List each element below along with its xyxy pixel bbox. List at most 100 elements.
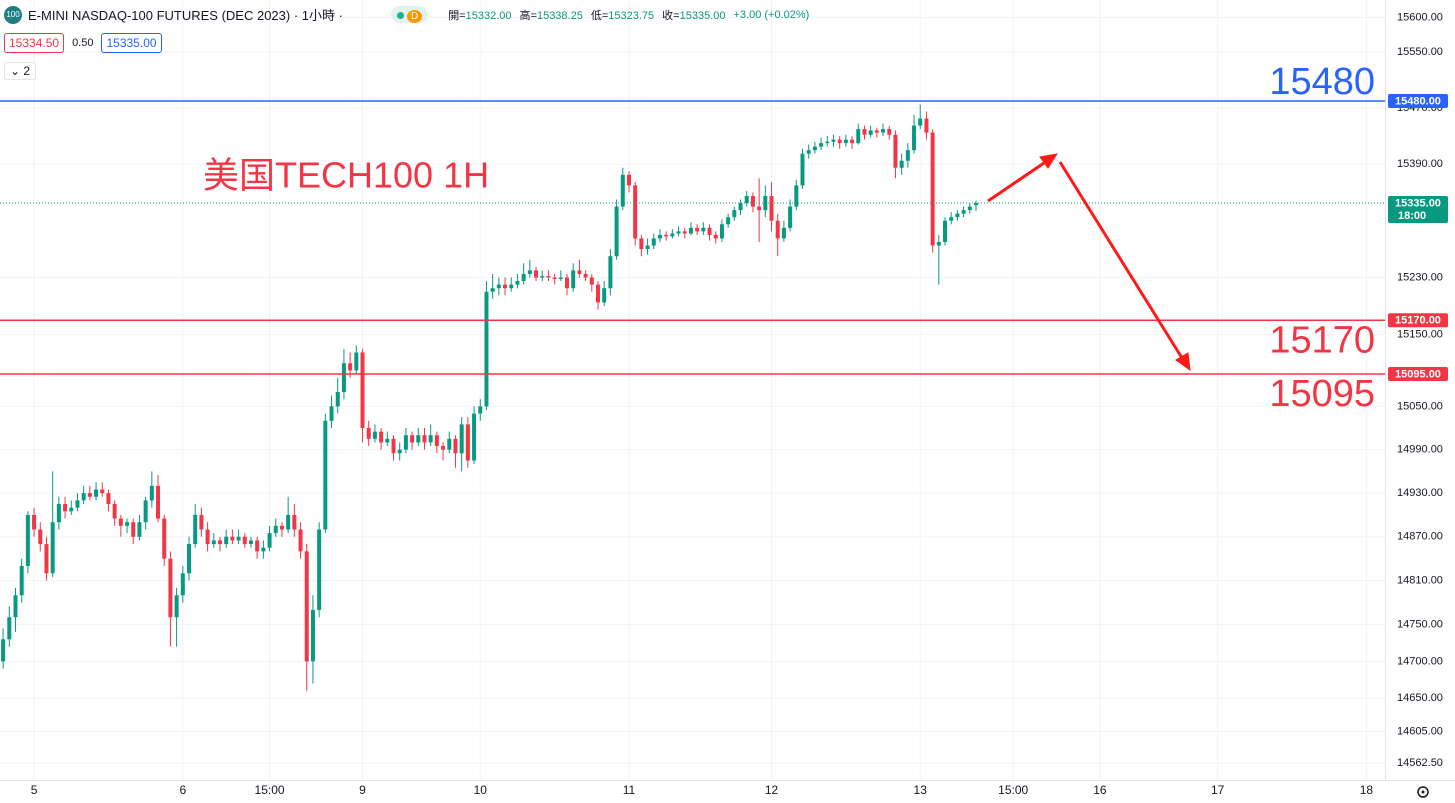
grid bbox=[0, 0, 1385, 780]
candle-body bbox=[428, 435, 433, 443]
candle-body bbox=[224, 536, 229, 545]
level-axis-label: 15095.00 bbox=[1395, 368, 1441, 380]
candle-body bbox=[657, 234, 662, 239]
price-axis bbox=[1386, 0, 1455, 803]
settings-icon[interactable] bbox=[1417, 786, 1429, 798]
candle-body bbox=[800, 153, 805, 186]
candle-body bbox=[248, 540, 253, 545]
candle-body bbox=[571, 270, 576, 289]
candle-body bbox=[509, 284, 514, 289]
candle-body bbox=[583, 273, 588, 278]
y-tick-label: 15150.00 bbox=[1397, 328, 1443, 340]
candle-body bbox=[893, 134, 898, 168]
candle-body bbox=[341, 363, 346, 392]
symbol-title[interactable]: E-MINI NASDAQ-100 FUTURES (DEC 2023) · 1… bbox=[28, 8, 343, 23]
candle-body bbox=[354, 352, 359, 371]
candle-body bbox=[527, 270, 532, 274]
candle-body bbox=[905, 150, 910, 161]
y-tick-label: 15550.00 bbox=[1397, 46, 1443, 58]
ohlc-label: 高= bbox=[519, 9, 537, 22]
candle-body bbox=[267, 533, 272, 548]
forecast-arrows bbox=[987, 153, 1191, 372]
ohlc: 高=15338.25 bbox=[520, 7, 583, 23]
candle-body bbox=[310, 609, 315, 662]
y-tick-label: 15600.00 bbox=[1397, 11, 1443, 23]
countdown: 18:00 bbox=[1398, 210, 1426, 222]
header: 100 E-MINI NASDAQ-100 FUTURES (DEC 2023)… bbox=[0, 5, 809, 24]
candle-body bbox=[589, 277, 594, 285]
candle-body bbox=[416, 435, 421, 443]
ohlc: 收=15335.00 bbox=[662, 7, 725, 23]
y-tick-label: 15230.00 bbox=[1397, 271, 1443, 283]
annotation: 美国TECH100 1H bbox=[203, 155, 489, 196]
last-price-label: 15335.00 bbox=[1395, 197, 1441, 209]
candle-body bbox=[50, 522, 55, 574]
arrow-up bbox=[987, 161, 1045, 203]
ohlc: 開=15332.00 bbox=[448, 7, 511, 23]
arrow-head bbox=[1175, 352, 1191, 372]
candle-body bbox=[56, 504, 61, 523]
candle-body bbox=[137, 522, 142, 537]
y-tick-label: 14700.00 bbox=[1397, 655, 1443, 667]
candle-body bbox=[292, 514, 297, 530]
candle-body bbox=[757, 206, 762, 211]
indicator-count: 2 bbox=[23, 64, 31, 78]
candle-body bbox=[261, 547, 266, 552]
candle-body bbox=[874, 130, 879, 133]
candle-body bbox=[32, 514, 37, 530]
candle-body bbox=[608, 256, 613, 289]
y-tick-label: 14870.00 bbox=[1397, 531, 1443, 543]
candle-body bbox=[484, 291, 489, 407]
candle-body bbox=[106, 493, 111, 505]
candle-body bbox=[918, 118, 923, 126]
candle-body bbox=[100, 489, 105, 494]
candle-body bbox=[329, 406, 334, 421]
candle-body bbox=[707, 227, 712, 235]
candle-body bbox=[7, 617, 12, 640]
candle-body bbox=[143, 500, 148, 523]
symbol-icon: 100 bbox=[4, 5, 22, 24]
y-tick-label: 14930.00 bbox=[1397, 487, 1443, 499]
candle-body bbox=[69, 507, 74, 512]
candle-body bbox=[856, 129, 861, 144]
x-tick-label: 17 bbox=[1211, 783, 1225, 797]
candle-body bbox=[162, 518, 167, 559]
gear[interactable] bbox=[1417, 786, 1429, 798]
candle-body bbox=[304, 551, 309, 662]
candle-body bbox=[738, 203, 743, 211]
candle-body bbox=[565, 277, 570, 289]
candle-body bbox=[614, 206, 619, 257]
candle-body bbox=[744, 195, 749, 204]
x-tick-label: 13 bbox=[914, 783, 928, 797]
candle-body bbox=[781, 227, 786, 239]
candle-body bbox=[44, 544, 49, 574]
ohlc-value: 15335.00 bbox=[679, 9, 726, 22]
level-axis-label: 15480.00 bbox=[1395, 95, 1441, 107]
candle-body bbox=[862, 129, 867, 135]
y-tick-label: 14990.00 bbox=[1397, 444, 1443, 456]
candle-body bbox=[719, 224, 724, 239]
candle-body bbox=[633, 185, 638, 239]
candle-body bbox=[788, 206, 793, 228]
candle-body bbox=[682, 231, 687, 234]
indicator-toggle[interactable]: ⌄ 2 bbox=[4, 62, 37, 80]
candle-body bbox=[131, 522, 136, 537]
sell-button[interactable]: 15334.50 bbox=[4, 33, 65, 53]
candle-body bbox=[410, 435, 415, 443]
level-tag bbox=[1388, 94, 1448, 109]
candle-body bbox=[974, 203, 979, 206]
candle-body bbox=[236, 536, 241, 541]
candle-body bbox=[317, 529, 322, 610]
candle-body bbox=[422, 435, 427, 443]
candle-body bbox=[75, 500, 80, 508]
candle-body bbox=[199, 514, 204, 530]
candle-body bbox=[205, 529, 210, 545]
candle-body bbox=[775, 220, 780, 239]
buy-button[interactable]: 15335.00 bbox=[101, 33, 162, 53]
candle-body bbox=[558, 277, 563, 279]
gear-hub bbox=[1421, 790, 1425, 794]
candle-body bbox=[806, 150, 811, 154]
candle-body bbox=[732, 210, 737, 218]
